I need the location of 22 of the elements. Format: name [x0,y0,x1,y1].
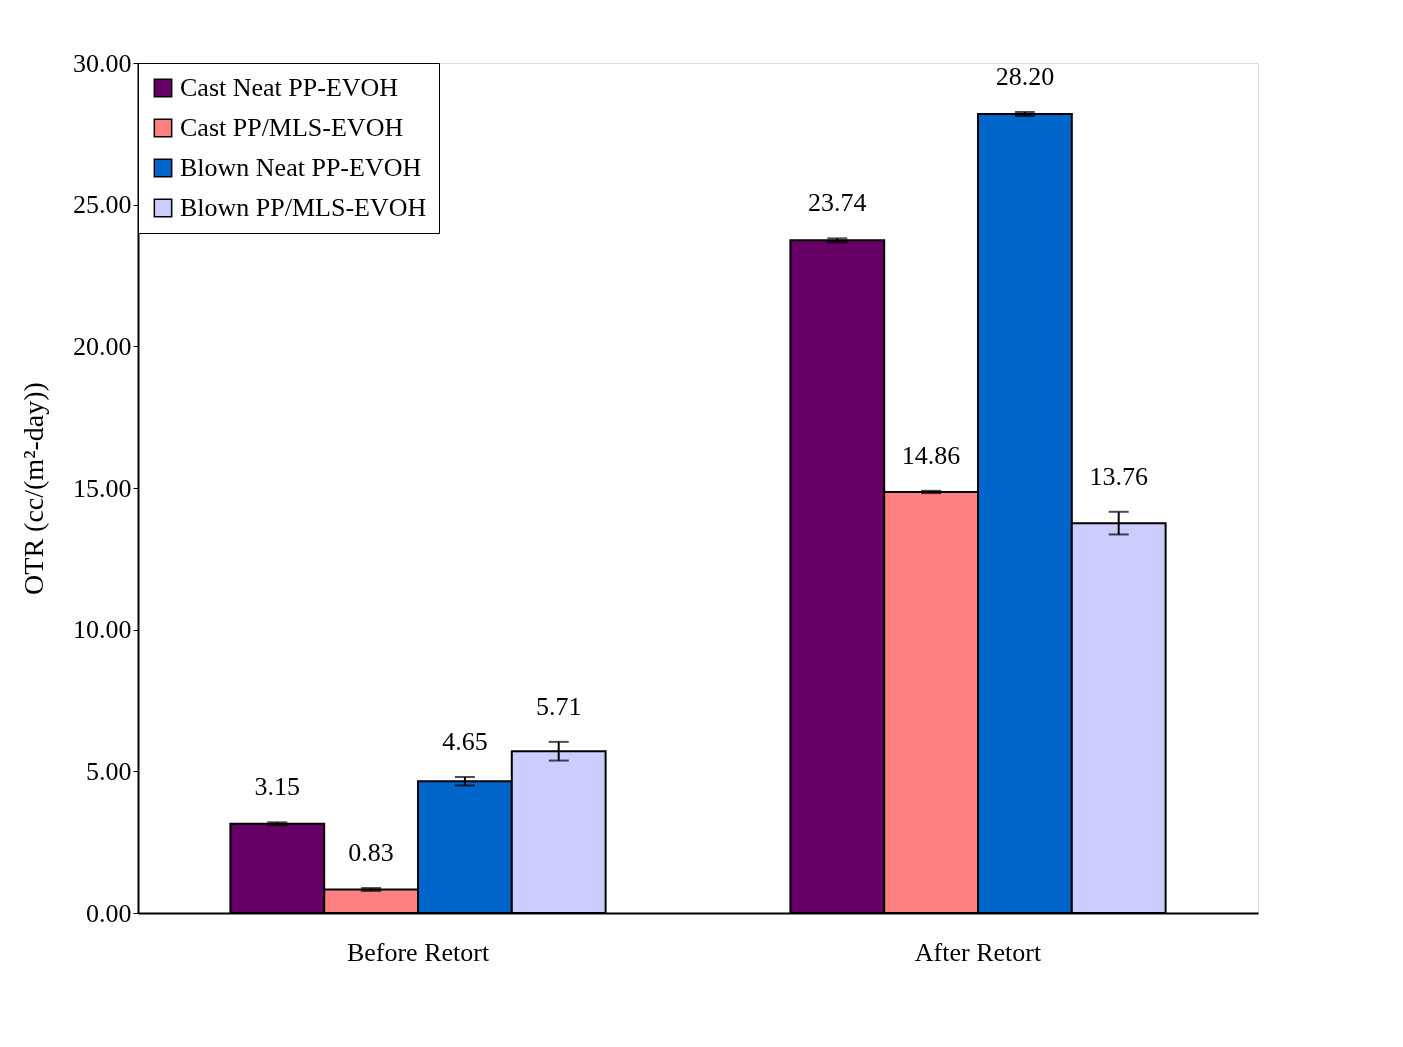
data-label: 4.65 [442,727,488,756]
legend-label: Cast Neat PP-EVOH [180,73,399,102]
y-tick-label: 5.00 [86,756,132,786]
data-label: 28.20 [995,62,1055,92]
data-label: 13.76 [1089,461,1148,491]
y-tick-label: 30.00 [73,48,132,78]
legend-label: Cast PP/MLS-EVOH [180,113,404,142]
y-axis-title: OTR (cc/(m²-day)) [18,382,49,595]
legend-label: Blown Neat PP-EVOH [180,153,422,182]
y-tick-label: 20.00 [73,331,132,361]
y-tick-label: 10.00 [73,615,132,645]
x-tick-label: Before Retort [346,937,490,967]
y-tick-label: 15.00 [73,473,132,503]
legend-label: Blown PP/MLS-EVOH [180,193,427,222]
data-label: 23.74 [808,188,867,218]
data-label: 5.71 [535,691,582,721]
x-tick-label: After Retort [914,937,1042,967]
data-label: 14.86 [901,440,961,470]
data-label: 0.83 [348,838,394,868]
y-tick-label: 25.00 [73,190,132,220]
y-tick-label: 0.00 [86,898,132,928]
data-label: 3.15 [254,772,301,802]
